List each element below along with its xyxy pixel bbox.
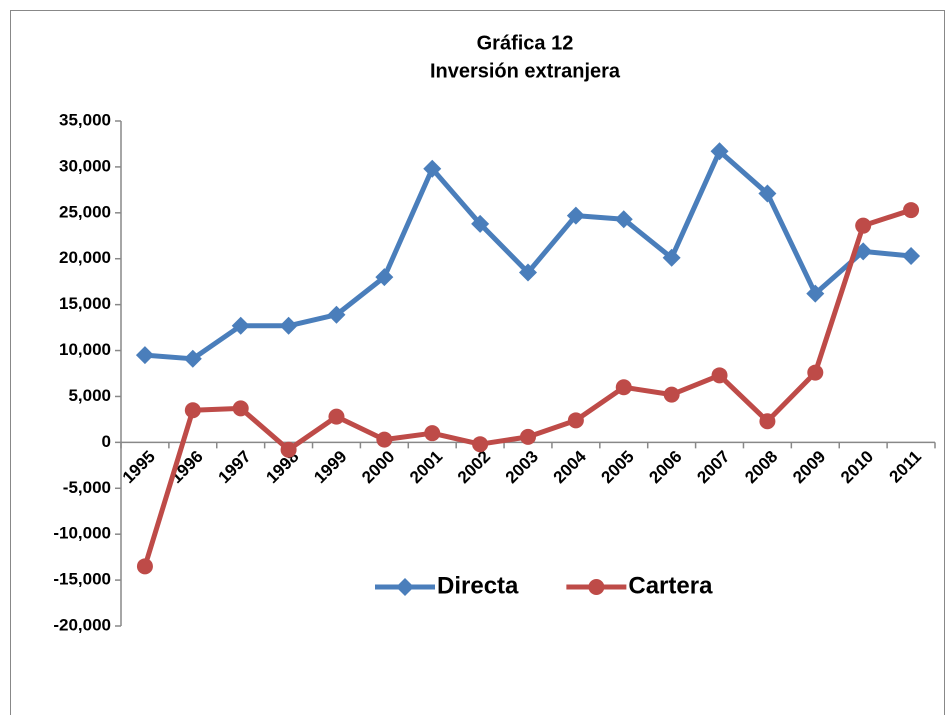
marker	[232, 400, 249, 417]
y-tick-label: 25,000	[59, 202, 111, 221]
marker	[567, 412, 584, 429]
marker	[520, 428, 536, 445]
marker	[758, 184, 777, 203]
marker	[135, 346, 154, 365]
y-tick-label: -10,000	[53, 524, 111, 543]
marker	[423, 159, 442, 178]
marker	[136, 558, 153, 575]
y-tick-label: 0	[102, 432, 111, 451]
y-tick-label: -5,000	[63, 478, 111, 497]
marker	[710, 142, 729, 161]
marker	[183, 349, 202, 368]
marker	[759, 413, 776, 430]
y-tick-label: 35,000	[59, 110, 111, 129]
legend-marker	[588, 579, 605, 595]
y-tick-label: -20,000	[53, 615, 111, 634]
marker	[806, 284, 825, 303]
y-tick-label: 5,000	[68, 386, 111, 405]
y-tick-label: -15,000	[53, 570, 111, 589]
y-tick-label: 20,000	[59, 248, 111, 267]
marker	[471, 214, 490, 233]
marker	[662, 248, 681, 267]
marker	[231, 316, 250, 335]
marker	[855, 217, 872, 234]
marker	[902, 246, 921, 265]
legend-label: Directa	[437, 572, 519, 599]
y-tick-label: 30,000	[59, 156, 111, 175]
marker	[328, 408, 345, 425]
legend-marker	[396, 578, 414, 596]
y-tick-label: 15,000	[59, 294, 111, 313]
marker	[615, 379, 632, 396]
marker	[184, 402, 201, 419]
chart-frame	[10, 10, 945, 715]
marker	[566, 206, 585, 225]
marker	[424, 425, 441, 442]
marker	[663, 386, 680, 403]
marker	[711, 367, 728, 384]
legend-label: Cartera	[628, 572, 713, 599]
chart-subtitle: Inversión extranjera	[430, 60, 621, 82]
marker	[903, 202, 920, 219]
marker	[327, 305, 346, 324]
marker	[519, 263, 537, 282]
marker	[376, 431, 393, 448]
chart-title: Gráfica 12	[477, 32, 574, 54]
marker	[279, 316, 298, 335]
marker	[375, 268, 394, 287]
marker	[614, 210, 633, 229]
marker	[280, 441, 297, 458]
y-tick-label: 10,000	[59, 340, 111, 359]
marker	[472, 436, 489, 453]
marker	[807, 364, 824, 381]
